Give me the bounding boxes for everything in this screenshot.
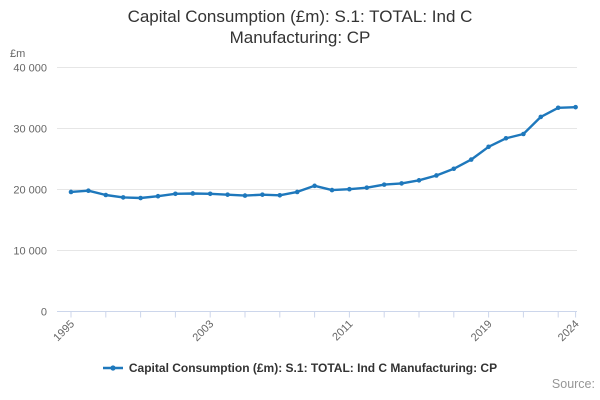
data-point-1999[interactable] bbox=[138, 195, 143, 201]
data-point-2013[interactable] bbox=[381, 182, 387, 187]
data-point-2006[interactable] bbox=[260, 192, 265, 197]
y-axis-unit-label: £m bbox=[10, 48, 26, 60]
source-note: Source: bbox=[551, 377, 595, 391]
y-axis-label-10000: 10 000 bbox=[13, 246, 47, 258]
data-point-2008[interactable] bbox=[294, 189, 300, 195]
data-point-2017[interactable] bbox=[451, 166, 457, 172]
data-point-1998[interactable] bbox=[120, 195, 126, 200]
data-point-2002[interactable] bbox=[190, 191, 196, 196]
x-axis-label-2003: 2003 bbox=[191, 318, 217, 344]
y-axis-label-40000: 40 000 bbox=[13, 63, 47, 75]
x-axis-label-2024: 2024 bbox=[556, 318, 582, 344]
x-axis-label-1995: 1995 bbox=[51, 318, 77, 344]
data-point-2004[interactable] bbox=[225, 192, 230, 197]
legend: Capital Consumption (£m): S.1: TOTAL: In… bbox=[0, 361, 600, 375]
data-point-2022[interactable] bbox=[538, 114, 544, 120]
data-point-2019[interactable] bbox=[486, 144, 491, 150]
data-point-2003[interactable] bbox=[207, 191, 213, 197]
y-axis-label-20000: 20 000 bbox=[13, 185, 47, 197]
y-axis-label-30000: 30 000 bbox=[13, 124, 47, 136]
data-point-2023[interactable] bbox=[555, 105, 561, 111]
legend-item[interactable]: Capital Consumption (£m): S.1: TOTAL: In… bbox=[102, 361, 498, 375]
data-point-1997[interactable] bbox=[103, 192, 109, 198]
series-line[interactable] bbox=[69, 105, 577, 200]
data-point-2014[interactable] bbox=[399, 181, 404, 186]
data-point-2001[interactable] bbox=[173, 191, 178, 197]
data-point-2000[interactable] bbox=[155, 193, 161, 199]
chart-title: Capital Consumption (£m): S.1: TOTAL: In… bbox=[127, 7, 473, 47]
x-axis-label-2019: 2019 bbox=[469, 318, 495, 344]
legend-label: Capital Consumption (£m): S.1: TOTAL: In… bbox=[128, 361, 498, 375]
data-point-2007[interactable] bbox=[277, 192, 283, 198]
data-point-2015[interactable] bbox=[416, 178, 422, 183]
data-point-2018[interactable] bbox=[468, 157, 474, 162]
y-axis-label-0: 0 bbox=[41, 307, 47, 319]
data-point-2010[interactable] bbox=[329, 187, 335, 193]
data-point-1996[interactable] bbox=[86, 188, 91, 194]
data-point-2016[interactable] bbox=[434, 173, 439, 178]
data-point-2012[interactable] bbox=[364, 185, 370, 190]
data-point-2011[interactable] bbox=[347, 186, 352, 192]
x-axis-label-2011: 2011 bbox=[330, 318, 355, 343]
data-point-2021[interactable] bbox=[521, 131, 526, 137]
data-point-2005[interactable] bbox=[242, 193, 248, 198]
data-point-1995[interactable] bbox=[68, 189, 74, 195]
data-point-2020[interactable] bbox=[503, 135, 509, 141]
data-point-2009[interactable] bbox=[312, 183, 317, 189]
data-point-2024[interactable] bbox=[573, 104, 578, 110]
legend-series-marker-icon bbox=[102, 365, 123, 371]
